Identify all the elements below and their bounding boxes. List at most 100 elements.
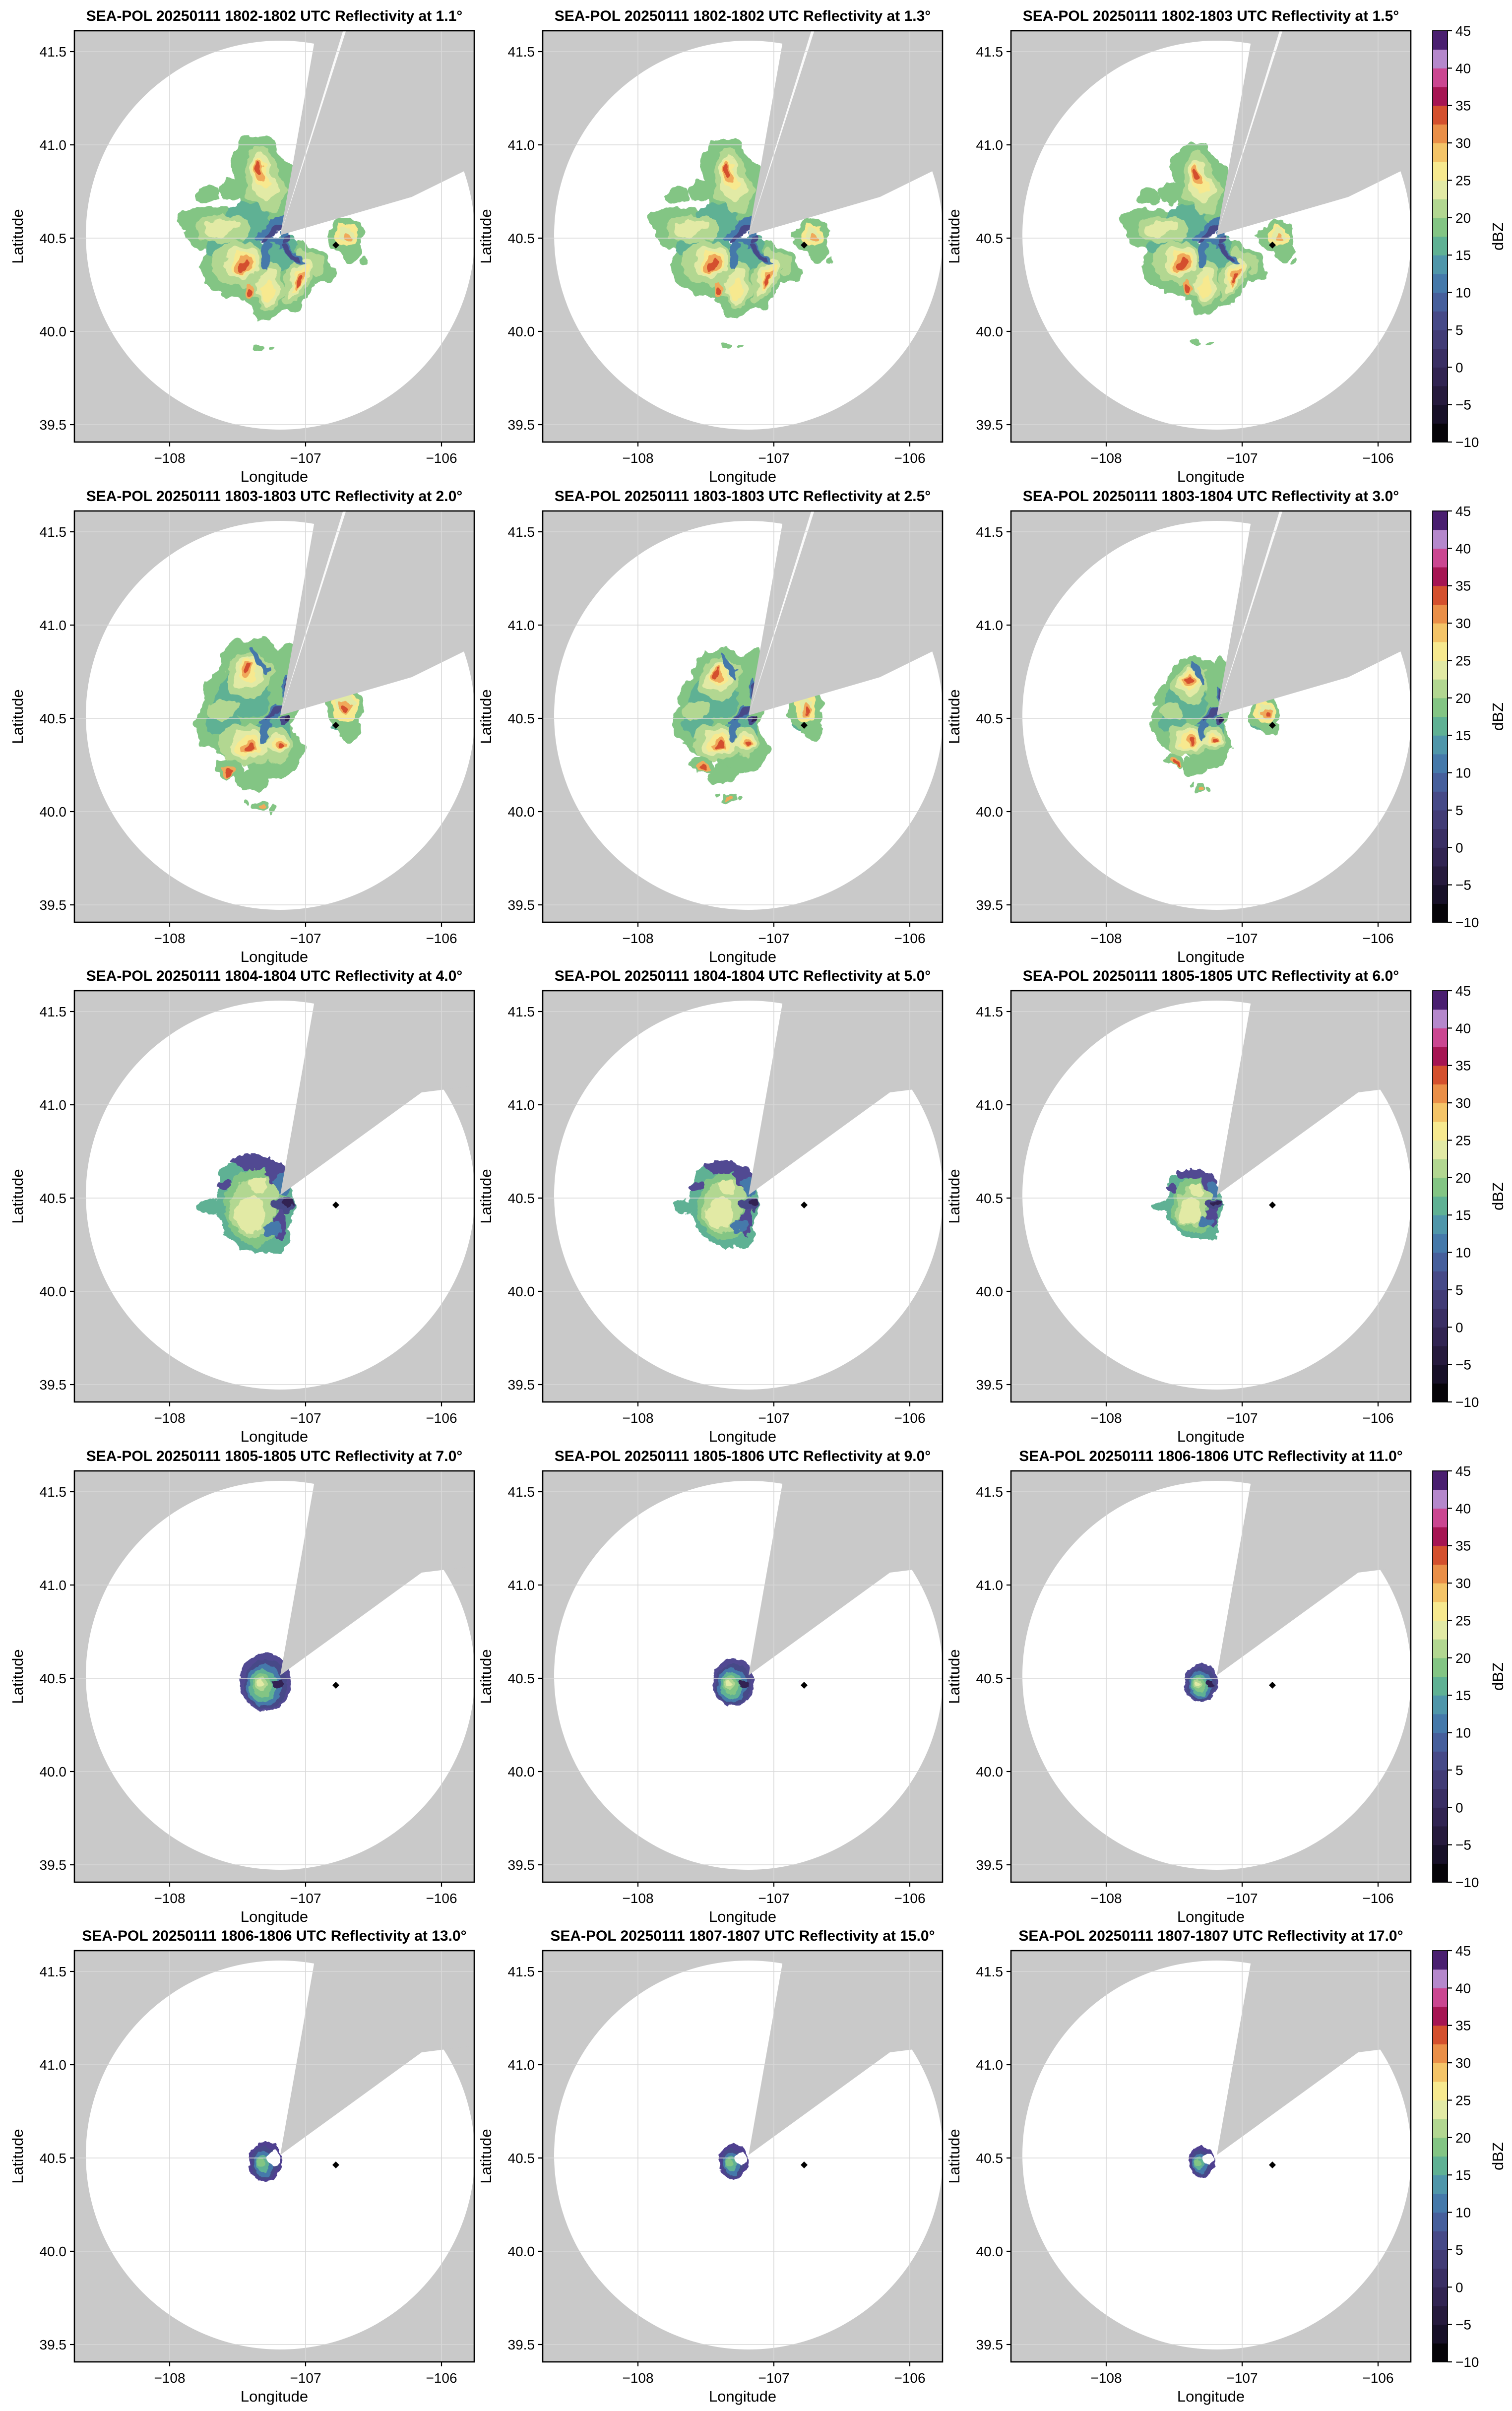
y-tick-label: 40.0 [976,324,1004,339]
echo-blob [1184,283,1191,291]
echo-blob [745,743,751,748]
x-tick-label: −106 [426,2370,457,2386]
y-axis-label: Latitude [477,689,495,744]
echo-blob [729,276,743,302]
echo-blob [246,287,252,295]
echo-blob [1259,719,1280,736]
echo-blob [268,806,276,812]
colorbar-frame [1432,990,1448,1402]
y-tick-label: 41.5 [508,524,535,540]
colorbar-segment [1433,604,1448,624]
echo-blob [735,2152,747,2165]
y-tick-label: 40.0 [976,1764,1004,1779]
echo-blob [1180,1197,1201,1226]
site-marker-diamond [801,722,808,729]
colorbar-segment [1433,1308,1448,1328]
y-tick-label: 41.0 [508,618,535,633]
echo-blob [683,700,710,721]
echo-blob [1188,783,1193,788]
axis-ticks [1007,1011,1379,1406]
gridlines [74,511,474,922]
echo-blob [236,1194,265,1234]
colorbar-segment [1433,1564,1448,1584]
x-axis-label: Longitude [241,948,308,965]
colorbar-label: dBZ [1489,222,1507,251]
y-axis-label: Latitude [945,2129,963,2183]
echo-blob [678,1207,684,1211]
colorbar-tick-label: 20 [1455,210,1471,226]
x-tick-label: −106 [894,450,925,466]
colorbar-label: dBZ [1489,1662,1507,1691]
y-tick-label: 40.5 [976,2151,1004,2166]
site-marker-diamond [801,1682,808,1689]
y-tick-label: 41.0 [508,1578,535,1593]
y-tick-label: 40.0 [508,324,535,339]
colorbar-tick-label: 0 [1455,2280,1463,2295]
echo-blob [1200,221,1223,239]
y-tick-label: 39.5 [40,417,67,433]
colorbar-frame [1432,1470,1448,1883]
panel-title: SEA-POL 20250111 1803-1803 UTC Reflectiv… [555,488,931,505]
colorbar-tick-label: 15 [1455,2167,1471,2183]
echo-blob [1275,234,1283,241]
colorbar-segment [1433,1065,1448,1085]
echo-blob [1193,167,1201,181]
panel-14: SEA-POL 20250111 1807-1807 UTC Reflectiv… [477,1928,944,2405]
colorbar-segment [1433,2305,1448,2325]
echo-blob [336,718,364,740]
echo-blob [668,188,690,204]
echo-blob [252,344,263,352]
colorbar-segment [1433,2268,1448,2287]
colorbar-segment [1433,1140,1448,1159]
colorbar-tick-label: 45 [1455,504,1471,519]
echo-blob [344,233,352,240]
colorbar-segment [1433,1508,1448,1527]
colorbar-segment [1433,404,1448,424]
y-tick-label: 40.0 [40,1764,67,1779]
echo-blob [215,1179,231,1189]
blocked-sector-wedge [280,991,474,1195]
map-plot-area [1011,991,1411,1402]
colorbar-segment [1433,367,1448,386]
colorbar-tick-label: 10 [1455,1245,1471,1261]
panel-title: SEA-POL 20250111 1806-1806 UTC Reflectiv… [1019,1448,1403,1464]
map-plot-area [74,511,474,922]
map-plot-area [543,511,943,922]
colorbar-segment [1433,217,1448,237]
echo-blob [279,242,301,261]
colorbar-segment [1433,585,1448,605]
y-tick-label: 41.5 [40,1484,67,1500]
colorbar-segment [1433,1009,1448,1028]
colorbar-tick-label: 40 [1455,61,1471,76]
gridlines [1011,991,1411,1402]
y-tick-label: 40.5 [508,2151,535,2166]
panel-title: SEA-POL 20250111 1805-1806 UTC Reflectiv… [555,1448,931,1464]
echo-blob [343,706,350,713]
colorbar-segment [1433,1639,1448,1658]
y-tick-label: 40.5 [976,711,1004,726]
colorbar-segment [1433,716,1448,736]
y-tick-label: 41.5 [976,1964,1004,1979]
colorbar-label: dBZ [1489,2142,1507,2170]
echo-blob [762,276,770,287]
echo-blob [748,235,757,243]
colorbar-segment [1433,49,1448,68]
x-tick-label: −108 [1090,2370,1122,2386]
colorbar-tick-label: 10 [1455,1725,1471,1741]
echo-blob [714,285,722,293]
x-tick-label: −106 [1362,1891,1393,1906]
x-tick-label: −108 [154,931,185,946]
x-tick-label: −106 [1362,931,1393,946]
colorbar-segment [1433,2119,1448,2138]
echo-blob [716,793,722,798]
plot-frame [1010,1470,1412,1883]
y-tick-label: 41.0 [40,2057,67,2073]
y-tick-label: 39.5 [976,1857,1004,1873]
axis-ticks [538,531,911,927]
y-tick-label: 39.5 [40,897,67,913]
x-tick-label: −108 [1090,450,1122,466]
colorbar-tick-label: 5 [1455,322,1463,338]
plot-frame [73,1950,475,2363]
y-tick-label: 41.5 [40,524,67,540]
x-tick-label: −108 [622,2370,653,2386]
